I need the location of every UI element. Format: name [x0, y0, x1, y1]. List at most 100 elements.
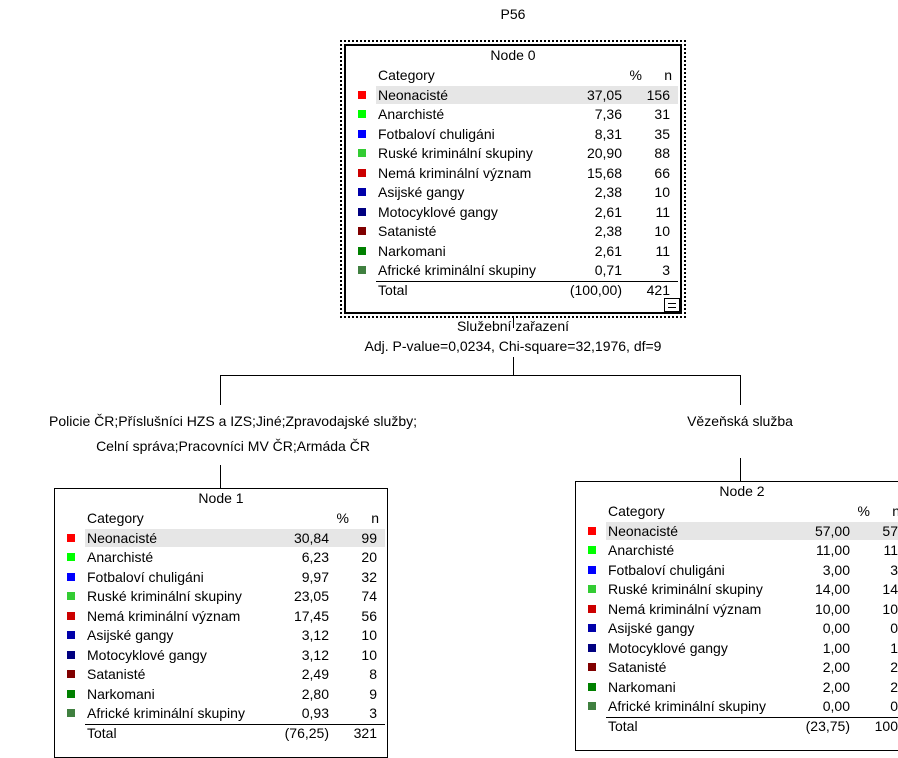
connector	[220, 375, 221, 405]
category-name: Asijské gangy	[378, 184, 465, 200]
category-name: Africké kriminální skupiny	[608, 698, 766, 714]
category-swatch	[358, 168, 366, 177]
category-name: Motocyklové gangy	[378, 203, 498, 220]
category-swatch	[588, 643, 596, 652]
category-name: Narkomani	[87, 685, 155, 702]
connector	[220, 465, 221, 488]
count: 14	[882, 581, 898, 597]
branch-label: Policie ČR;Příslušníci HZS a IZS;Jiné;Zp…	[48, 413, 417, 429]
category-swatch	[588, 604, 596, 613]
count: 156	[646, 86, 670, 103]
category-name: Motocyklové gangy	[608, 639, 728, 656]
category-name: Motocyklové gangy	[87, 646, 207, 663]
percent: 57,00	[814, 522, 850, 539]
percent: 0,00	[822, 698, 850, 714]
category-name: Satanisté	[378, 223, 437, 239]
category-name: Nemá kriminální význam	[378, 164, 532, 181]
category-name: Fotbaloví chuligáni	[87, 568, 204, 585]
percent: 2,00	[822, 678, 850, 695]
category-name: Asijské gangy	[87, 627, 174, 643]
count: 8	[369, 666, 377, 682]
category-name: Anarchisté	[87, 549, 154, 565]
category-swatch	[358, 90, 366, 99]
percent: 2,38	[594, 223, 622, 239]
percent: 6,23	[301, 549, 329, 565]
category-swatch	[67, 611, 75, 620]
count: 10	[361, 646, 377, 663]
category-swatch	[588, 546, 596, 554]
percent: 37,05	[586, 86, 622, 103]
connector	[740, 375, 741, 405]
category-name: Neonacisté	[608, 522, 679, 539]
column-header: Category	[87, 510, 144, 526]
total-rule	[606, 716, 898, 718]
percent: 15,68	[586, 164, 622, 181]
percent: 17,45	[293, 607, 329, 624]
category-swatch	[67, 650, 75, 659]
percent: 14,00	[814, 581, 850, 597]
category-name: Anarchisté	[378, 106, 445, 122]
count: 0	[890, 698, 898, 714]
category-name: Asijské gangy	[608, 620, 695, 636]
branch-label: Celní správa;Pracovníci MV ČR;Armáda ČR	[96, 438, 370, 454]
count: 11	[883, 542, 898, 558]
tree-title: P56	[500, 6, 526, 22]
category-swatch	[67, 709, 75, 717]
percent: 10,00	[814, 600, 850, 617]
total-count: 321	[353, 724, 377, 741]
percent: 0,00	[822, 620, 850, 636]
category-swatch	[588, 526, 596, 535]
category-swatch	[358, 188, 366, 196]
percent: 3,12	[301, 646, 329, 663]
category-swatch	[67, 572, 75, 581]
percent: 2,00	[822, 659, 850, 675]
percent: 1,00	[822, 639, 850, 656]
node-box: Node 2 Category% n Neonacisté 57,00 57 Anarchi…	[575, 481, 898, 751]
count: 10	[882, 600, 898, 617]
category-name: Satanisté	[608, 659, 667, 675]
count: 88	[654, 145, 670, 161]
percent: 2,38	[594, 184, 622, 200]
count: 56	[361, 607, 377, 624]
count: 3	[369, 705, 377, 721]
total-rule	[376, 280, 678, 282]
split-variable: Služební zařazení	[456, 318, 570, 334]
category-swatch	[67, 592, 75, 600]
percent: 8,31	[594, 125, 622, 142]
category-swatch	[358, 207, 366, 216]
category-name: Ruské kriminální skupiny	[378, 145, 533, 161]
connector	[513, 318, 514, 328]
count: 11	[655, 242, 670, 259]
total-count: 421	[646, 281, 670, 298]
count: 20	[361, 549, 377, 565]
count: 31	[654, 106, 670, 122]
category-name: Narkomani	[378, 242, 446, 259]
node-label: Node 2	[719, 483, 765, 499]
column-header: n	[371, 510, 379, 526]
category-name: Neonacisté	[378, 86, 449, 103]
count: 11	[655, 203, 670, 220]
category-name: Africké kriminální skupiny	[378, 262, 536, 278]
category-swatch	[358, 266, 366, 274]
count: 1	[890, 639, 898, 656]
count: 10	[654, 184, 670, 200]
category-swatch	[358, 149, 366, 157]
category-swatch	[67, 631, 75, 639]
count: 0	[890, 620, 898, 636]
category-name: Ruské kriminální skupiny	[608, 581, 763, 597]
percent: 23,05	[293, 588, 329, 604]
percent: 20,90	[586, 145, 622, 161]
node-box: Node 0 Category% n Neonacisté 37,05 156 Anarch…	[344, 44, 682, 314]
connector	[740, 458, 741, 481]
category-swatch	[588, 663, 596, 671]
category-swatch	[358, 227, 366, 235]
category-swatch	[358, 246, 366, 255]
category-swatch	[588, 585, 596, 593]
column-header: n	[664, 67, 672, 83]
row-highlight	[376, 85, 678, 104]
connector	[513, 357, 514, 375]
page: {"title": "P56", "colors": ["#ff0000", "…	[48, 6, 898, 758]
category-name: Ruské kriminální skupiny	[87, 588, 242, 604]
category-swatch	[588, 565, 596, 574]
count: 99	[361, 529, 377, 546]
